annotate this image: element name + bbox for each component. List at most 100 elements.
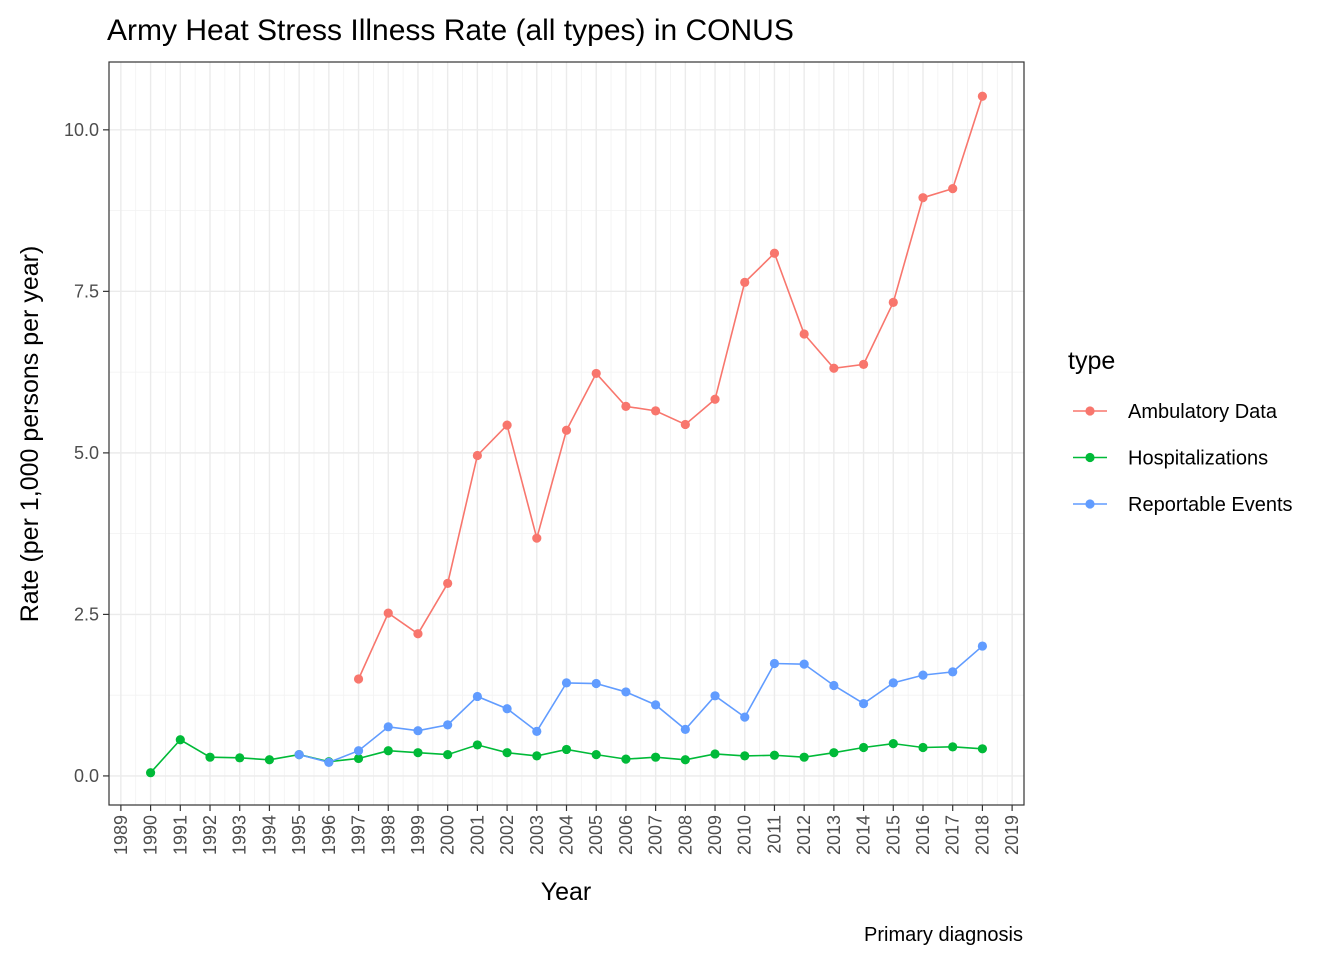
data-point-ambulatory-data	[680, 419, 690, 430]
x-tick-label: 1996	[319, 815, 339, 855]
data-point-reportable-events	[977, 641, 988, 651]
x-tick-label: 2006	[616, 815, 636, 855]
x-tick-label: 1994	[259, 815, 279, 855]
data-point-ambulatory-data	[740, 277, 750, 287]
series-reportable-events	[294, 641, 988, 767]
data-point-reportable-events	[769, 658, 780, 669]
y-axis-title: Rate (per 1,000 persons per year)	[16, 246, 44, 623]
x-tick-label: 1995	[289, 815, 309, 855]
chart-caption: Primary diagnosis	[864, 924, 1023, 946]
legend-title: type	[1068, 347, 1115, 375]
data-point-reportable-events	[502, 704, 512, 714]
data-point-hospitalizations	[532, 751, 542, 761]
x-tick-label: 2011	[764, 815, 784, 854]
y-tick-label: 0.0	[74, 766, 99, 786]
legend-label: Reportable Events	[1128, 494, 1293, 516]
data-point-ambulatory-data	[651, 406, 661, 416]
data-point-reportable-events	[591, 678, 601, 689]
data-point-ambulatory-data	[769, 248, 780, 258]
y-tick-label: 2.5	[74, 604, 99, 624]
x-tick-label: 2009	[705, 815, 725, 855]
legend-item-hospitalizations: Hospitalizations	[1073, 448, 1268, 470]
data-point-ambulatory-data	[621, 401, 631, 411]
x-tick-label: 1992	[200, 815, 220, 855]
data-point-ambulatory-data	[948, 184, 958, 194]
data-point-hospitalizations	[918, 742, 928, 753]
series-layer	[145, 91, 988, 778]
x-tick-label: 2012	[794, 815, 814, 855]
data-point-reportable-events	[294, 750, 304, 760]
data-point-ambulatory-data	[502, 420, 512, 430]
y-tick-label: 5.0	[74, 443, 99, 463]
data-point-hospitalizations	[799, 752, 809, 762]
x-tick-label: 2007	[646, 815, 666, 855]
x-tick-label: 2000	[438, 815, 458, 855]
data-point-hospitalizations	[888, 739, 898, 749]
major-gridlines	[109, 62, 1024, 805]
data-point-hospitalizations	[651, 752, 661, 762]
data-point-ambulatory-data	[591, 368, 601, 379]
data-point-ambulatory-data	[918, 193, 928, 203]
data-point-ambulatory-data	[858, 359, 869, 369]
x-tick-label: 2003	[527, 815, 547, 855]
data-point-hospitalizations	[858, 742, 869, 753]
series-ambulatory-data	[353, 91, 988, 684]
data-point-reportable-events	[561, 678, 572, 688]
x-tick-label: 2019	[1002, 815, 1022, 855]
data-point-hospitalizations	[621, 754, 631, 764]
x-axis-title: Year	[541, 878, 592, 906]
data-point-reportable-events	[680, 724, 690, 735]
data-point-reportable-events	[829, 680, 839, 691]
data-point-reportable-events	[918, 670, 928, 680]
data-point-reportable-events	[443, 720, 453, 730]
data-point-hospitalizations	[680, 755, 690, 765]
data-point-reportable-events	[532, 726, 542, 736]
series-line-ambulatory-data	[357, 95, 984, 680]
x-tick-label: 2010	[735, 815, 755, 855]
legend: type Ambulatory Data Hospitalizations Repo…	[1068, 347, 1293, 516]
x-tick-label: 1993	[230, 815, 250, 855]
x-tick-label: 2016	[913, 815, 933, 855]
data-point-reportable-events	[353, 746, 364, 756]
data-point-hospitalizations	[740, 751, 750, 761]
x-tick-label: 1991	[170, 815, 190, 855]
data-point-hospitalizations	[561, 744, 572, 755]
data-point-ambulatory-data	[472, 450, 482, 461]
data-point-reportable-events	[413, 726, 423, 736]
x-tick-label: 2005	[586, 815, 606, 855]
data-point-ambulatory-data	[710, 394, 720, 404]
data-point-ambulatory-data	[353, 674, 364, 684]
data-point-hospitalizations	[383, 746, 393, 756]
data-point-ambulatory-data	[532, 533, 542, 543]
x-tick-label: 1998	[378, 815, 398, 855]
x-tick-label: 2018	[972, 815, 992, 855]
data-point-reportable-events	[472, 691, 482, 702]
data-point-reportable-events	[799, 659, 809, 669]
data-point-hospitalizations	[175, 735, 185, 745]
data-point-reportable-events	[710, 691, 720, 701]
x-tick-label: 2002	[497, 815, 517, 855]
data-point-hospitalizations	[145, 768, 156, 778]
data-point-hospitalizations	[710, 749, 720, 759]
data-point-hospitalizations	[948, 742, 958, 752]
data-point-reportable-events	[651, 700, 661, 710]
x-tick-label: 2004	[557, 815, 577, 855]
x-tick-label: 2001	[467, 815, 487, 855]
data-point-hospitalizations	[205, 752, 215, 762]
data-point-ambulatory-data	[799, 329, 809, 339]
data-point-hospitalizations	[769, 750, 780, 760]
data-point-hospitalizations	[502, 748, 512, 758]
data-point-hospitalizations	[353, 753, 364, 764]
x-tick-label: 2015	[883, 815, 903, 855]
data-point-hospitalizations	[977, 744, 988, 754]
data-point-reportable-events	[858, 698, 869, 709]
legend-item-reportable-events: Reportable Events	[1073, 494, 1293, 516]
data-point-hospitalizations	[443, 750, 453, 760]
data-point-hospitalizations	[235, 753, 245, 763]
x-tick-label: 2013	[824, 815, 844, 855]
x-tick-label: 1989	[111, 815, 131, 855]
data-point-hospitalizations	[472, 740, 482, 750]
x-tick-label: 2017	[943, 815, 963, 855]
data-point-ambulatory-data	[443, 578, 453, 588]
legend-key-point	[1085, 406, 1095, 416]
